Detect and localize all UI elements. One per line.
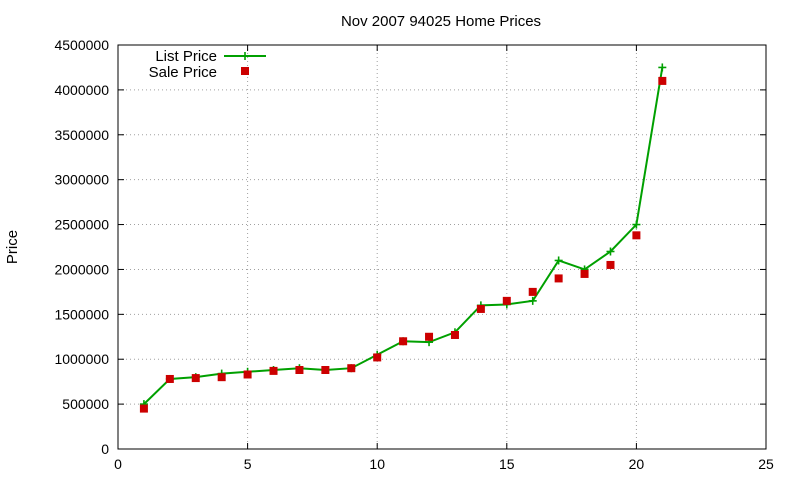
sale-price-point bbox=[373, 353, 382, 362]
plot-series bbox=[139, 63, 667, 413]
sale-price-point bbox=[528, 287, 537, 296]
sale-price-point bbox=[165, 374, 174, 383]
sale-price-point bbox=[425, 332, 434, 341]
sale-price-point bbox=[580, 269, 589, 278]
grid bbox=[118, 45, 766, 449]
y-axis-label: Price bbox=[4, 230, 21, 264]
sale-price-point bbox=[243, 370, 252, 379]
sale-price-point bbox=[606, 260, 615, 269]
y-tick-label: 2000000 bbox=[54, 261, 109, 277]
sale-price-point bbox=[476, 304, 485, 313]
sale-price-point bbox=[191, 374, 200, 383]
legend: List Price Sale Price bbox=[149, 48, 266, 81]
x-tick-label: 5 bbox=[244, 456, 252, 472]
y-tick-label: 3000000 bbox=[54, 172, 109, 188]
sale-price-point bbox=[450, 330, 459, 339]
y-tick-label: 1500000 bbox=[54, 306, 109, 322]
x-tick-label: 15 bbox=[499, 456, 515, 472]
legend-label-list-price: List Price bbox=[155, 48, 217, 65]
y-tick-label: 0 bbox=[101, 441, 109, 457]
y-tick-label: 1000000 bbox=[54, 351, 109, 367]
sale-price-point bbox=[295, 365, 304, 374]
sale-price-point bbox=[269, 366, 278, 375]
list-price-point bbox=[606, 247, 615, 256]
x-tick-label: 10 bbox=[369, 456, 385, 472]
sale-price-point bbox=[632, 231, 641, 240]
plot-frame bbox=[117, 44, 767, 450]
sale-price-point bbox=[321, 365, 330, 374]
sale-price-point bbox=[139, 404, 148, 413]
sale-price-point bbox=[658, 76, 667, 85]
list-price-point bbox=[632, 220, 641, 229]
axis-ticks: 0 5 10 15 20 25 0 500000 1000000 1500000 2000000 25… bbox=[54, 37, 774, 472]
list-price-point bbox=[554, 256, 563, 265]
y-tick-label: 4500000 bbox=[54, 37, 109, 53]
sale-price-point bbox=[399, 337, 408, 346]
y-tick-label: 2500000 bbox=[54, 217, 109, 233]
list-price-point bbox=[658, 63, 667, 72]
sale-price-point bbox=[217, 373, 226, 382]
sale-price-point bbox=[347, 364, 356, 373]
x-tick-label: 25 bbox=[758, 456, 774, 472]
list-price-point bbox=[528, 296, 537, 305]
y-tick-label: 500000 bbox=[62, 396, 109, 412]
legend-swatch-sale-price bbox=[241, 67, 249, 75]
sale-price-point bbox=[554, 274, 563, 283]
chart-title: Nov 2007 94025 Home Prices bbox=[341, 13, 541, 30]
legend-label-sale-price: Sale Price bbox=[149, 64, 217, 81]
list-price-line bbox=[143, 67, 664, 405]
x-tick-label: 0 bbox=[114, 456, 122, 472]
x-tick-label: 20 bbox=[629, 456, 645, 472]
y-tick-label: 4000000 bbox=[54, 82, 109, 98]
y-tick-label: 3500000 bbox=[54, 127, 109, 143]
sale-price-point bbox=[502, 296, 511, 305]
